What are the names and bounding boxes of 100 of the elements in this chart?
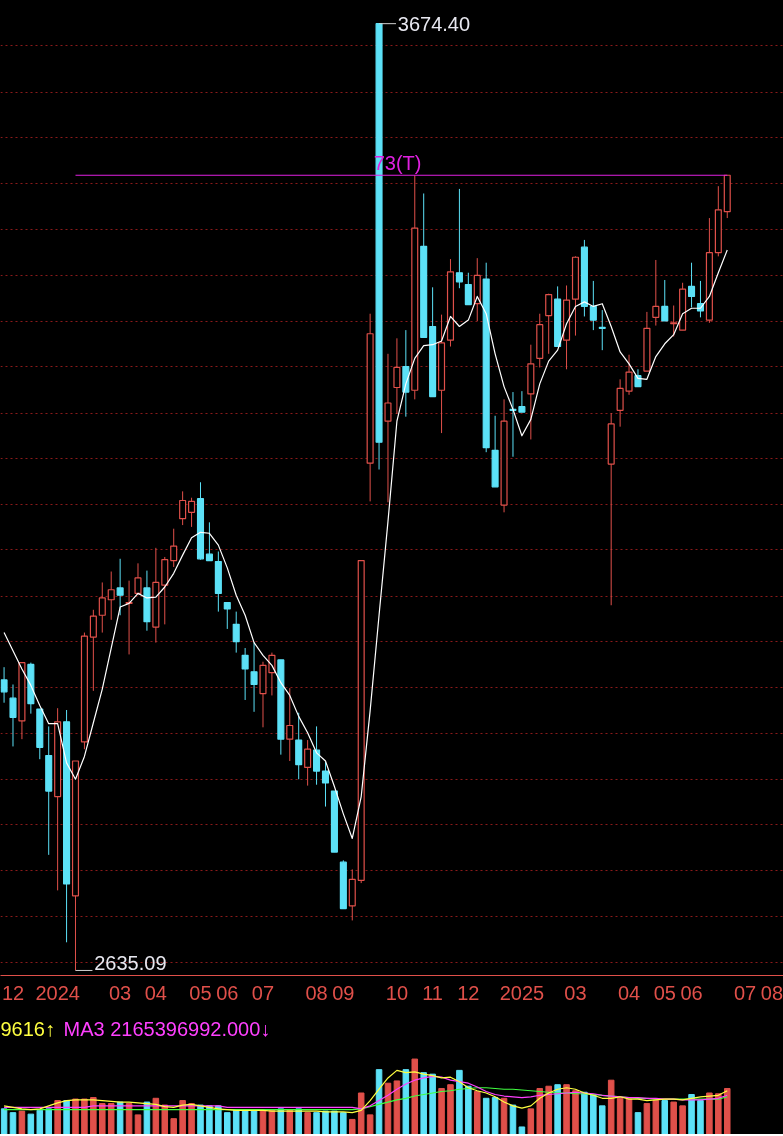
x-tick-label: 05 — [653, 981, 676, 1004]
bar — [286, 1109, 294, 1134]
bar — [715, 1093, 722, 1134]
bar — [152, 1097, 160, 1134]
bar — [706, 1092, 713, 1134]
candlestick — [321, 761, 330, 808]
bar — [554, 1084, 561, 1134]
text: MA3 2165396992.000↓ — [63, 1017, 271, 1040]
bar — [420, 1072, 427, 1134]
x-tick-label: 06 — [216, 981, 239, 1004]
x-tick-label: 2024 — [35, 981, 80, 1004]
candlestick — [170, 528, 178, 568]
candlestick — [134, 562, 142, 596]
bar — [518, 1126, 526, 1134]
x-tick-label: 04 — [617, 981, 641, 1004]
bar — [45, 1108, 52, 1134]
bar — [447, 1084, 454, 1134]
bar — [54, 1100, 61, 1134]
x-tick-label: 07 — [733, 981, 757, 1004]
bar — [206, 1105, 213, 1134]
candlestick — [223, 601, 231, 630]
bar — [545, 1085, 552, 1134]
x-tick-label: 12 — [1, 981, 25, 1004]
bar — [331, 1110, 338, 1134]
candlestick — [304, 739, 312, 787]
candlestick — [232, 611, 240, 654]
bar — [349, 1118, 356, 1134]
candlestick — [9, 684, 17, 747]
candlestick — [313, 725, 321, 786]
bar — [491, 1097, 499, 1134]
bar — [224, 1112, 231, 1134]
bar — [36, 1109, 44, 1134]
candlestick — [241, 647, 249, 701]
bar — [340, 1112, 347, 1134]
bar — [429, 1073, 436, 1134]
x-tick-label: 08 — [305, 981, 328, 1004]
candlestick — [598, 309, 606, 351]
bar — [0, 1108, 8, 1134]
x-tick-label: 04 — [144, 981, 167, 1004]
candlestick — [652, 259, 660, 327]
text: 9616↑ — [0, 1017, 55, 1040]
bar — [81, 1098, 88, 1134]
bar — [170, 1118, 177, 1134]
candlestick — [250, 642, 258, 713]
bar — [581, 1091, 588, 1134]
bar — [563, 1084, 570, 1134]
x-tick-label: 12 — [457, 981, 480, 1004]
bar — [482, 1097, 490, 1134]
bar — [661, 1100, 669, 1134]
x-tick-label: 2025 — [499, 981, 545, 1004]
bar — [63, 1100, 70, 1134]
bar — [357, 1092, 365, 1134]
bar — [411, 1058, 419, 1134]
x-tick-label: 03 — [564, 981, 587, 1004]
bar — [652, 1100, 660, 1134]
x-tick-label: 10 — [385, 981, 409, 1004]
bar — [723, 1087, 731, 1134]
candlestick — [393, 337, 401, 415]
bar — [116, 1101, 124, 1134]
bar — [107, 1103, 115, 1134]
bar — [134, 1114, 142, 1134]
candlestick — [98, 581, 106, 634]
bar — [679, 1105, 686, 1134]
candlestick — [384, 353, 392, 503]
bar — [197, 1104, 204, 1134]
bar — [232, 1109, 240, 1134]
x-tick-label: 06 — [680, 981, 703, 1004]
candlestick — [661, 279, 669, 322]
bar — [99, 1103, 106, 1134]
bar — [643, 1103, 651, 1134]
candlestick — [687, 262, 696, 308]
bar — [402, 1069, 410, 1134]
bar — [598, 1105, 606, 1134]
bar — [670, 1101, 677, 1134]
bar — [215, 1105, 222, 1134]
candlestick — [179, 490, 187, 526]
candlestick — [0, 666, 8, 704]
candlestick — [589, 280, 597, 331]
bar — [304, 1112, 311, 1134]
bar — [313, 1112, 320, 1134]
bar — [241, 1109, 249, 1134]
candlestick — [545, 293, 553, 355]
bar — [590, 1094, 597, 1134]
candlestick — [107, 571, 115, 621]
bar — [607, 1079, 615, 1134]
bar — [688, 1094, 695, 1134]
bar — [536, 1087, 544, 1134]
bar — [18, 1110, 26, 1134]
candlestick — [464, 272, 472, 306]
x-tick-label: 05 — [189, 981, 212, 1004]
annotation: 2635.09 — [94, 952, 167, 975]
bar — [268, 1109, 276, 1134]
x-tick-label: 07 — [251, 981, 275, 1004]
bar — [527, 1108, 535, 1134]
bar — [9, 1112, 17, 1134]
bar — [465, 1085, 472, 1134]
bar — [393, 1080, 401, 1134]
bar — [509, 1104, 517, 1134]
bar — [188, 1103, 195, 1134]
bar — [474, 1091, 481, 1134]
